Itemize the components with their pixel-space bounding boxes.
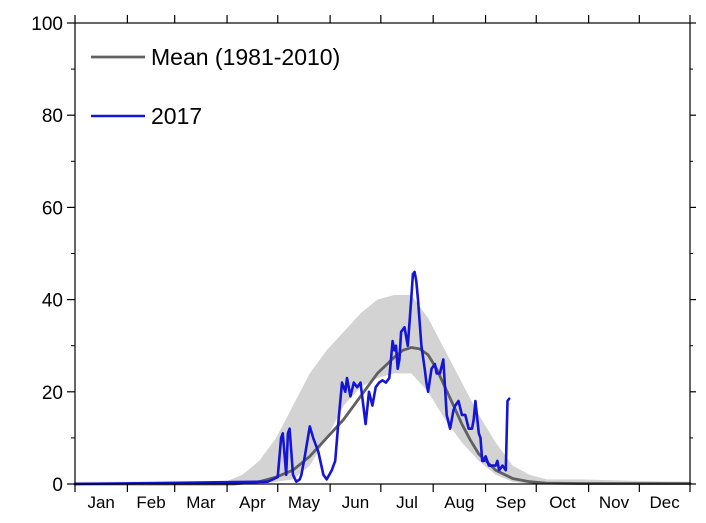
month-tick-label: Nov	[599, 493, 630, 512]
series-2017-line	[73, 270, 511, 486]
month-tick-label: Sep	[496, 493, 526, 512]
y-tick-label: 40	[42, 291, 63, 312]
spread-band-layer	[75, 295, 690, 484]
y-tick-label: 60	[42, 198, 63, 219]
month-tick-label: Jul	[396, 493, 418, 512]
spread-band	[75, 295, 690, 484]
mean-series-line	[73, 346, 692, 486]
month-tick-label: Jan	[87, 493, 114, 512]
y-tick-label: 0	[52, 475, 63, 496]
month-tick-label: May	[288, 493, 321, 512]
month-tick-label: Feb	[136, 493, 165, 512]
y-tick-label: 80	[42, 106, 63, 127]
axis-ticks-layer	[67, 15, 696, 492]
y-tick-label: 100	[31, 14, 63, 35]
legend-item-2017: 2017	[91, 103, 202, 129]
month-tick-label: Aug	[444, 493, 474, 512]
month-tick-label: Apr	[239, 493, 266, 512]
legend-label: Mean (1981-2010)	[151, 44, 340, 70]
axis-labels-layer: 0 20 40 60 80 100 Jan Feb Mar Apr May Jun Jul Aug Sep O…	[31, 14, 680, 512]
month-tick-label: Dec	[650, 493, 681, 512]
legend: Mean (1981-2010) 2017	[91, 44, 340, 129]
month-tick-label: Oct	[549, 493, 576, 512]
month-tick-label: Mar	[186, 493, 216, 512]
legend-label: 2017	[151, 103, 202, 129]
y-tick-label: 20	[42, 383, 63, 404]
legend-item-mean: Mean (1981-2010)	[91, 44, 340, 70]
series-layer	[73, 270, 692, 486]
month-tick-label: Jun	[342, 493, 369, 512]
